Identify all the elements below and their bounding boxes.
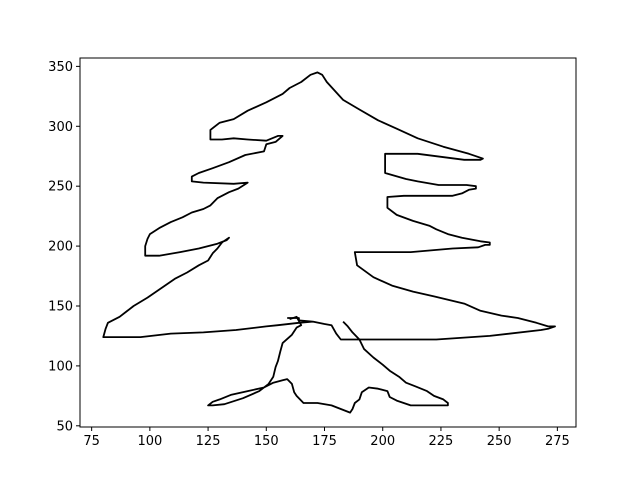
x-tick-label: 275 (545, 434, 570, 449)
y-tick-label: 150 (48, 299, 73, 314)
x-tick-label: 150 (254, 434, 279, 449)
axes-frame (79, 57, 577, 428)
x-axis: 75 100 125 150 175 200 225 250 275 (83, 427, 570, 449)
series-line-2 (207, 315, 449, 414)
x-tick-label: 175 (312, 434, 337, 449)
x-tick-label: 225 (429, 434, 454, 449)
x-tick-label: 75 (83, 434, 100, 449)
x-tick-label: 125 (196, 434, 221, 449)
plot-layer (102, 71, 556, 414)
series-line-1 (102, 71, 556, 341)
y-tick-label: 50 (56, 419, 73, 434)
y-tick-label: 300 (48, 120, 73, 135)
y-tick-label: 350 (48, 60, 73, 75)
y-tick-label: 250 (48, 180, 73, 195)
y-tick-label: 200 (48, 240, 73, 255)
x-tick-label: 200 (370, 434, 395, 449)
y-tick-label: 100 (48, 359, 73, 374)
y-axis: 50 100 150 200 250 300 350 (48, 60, 80, 434)
x-tick-label: 100 (137, 434, 162, 449)
x-tick-label: 250 (487, 434, 512, 449)
